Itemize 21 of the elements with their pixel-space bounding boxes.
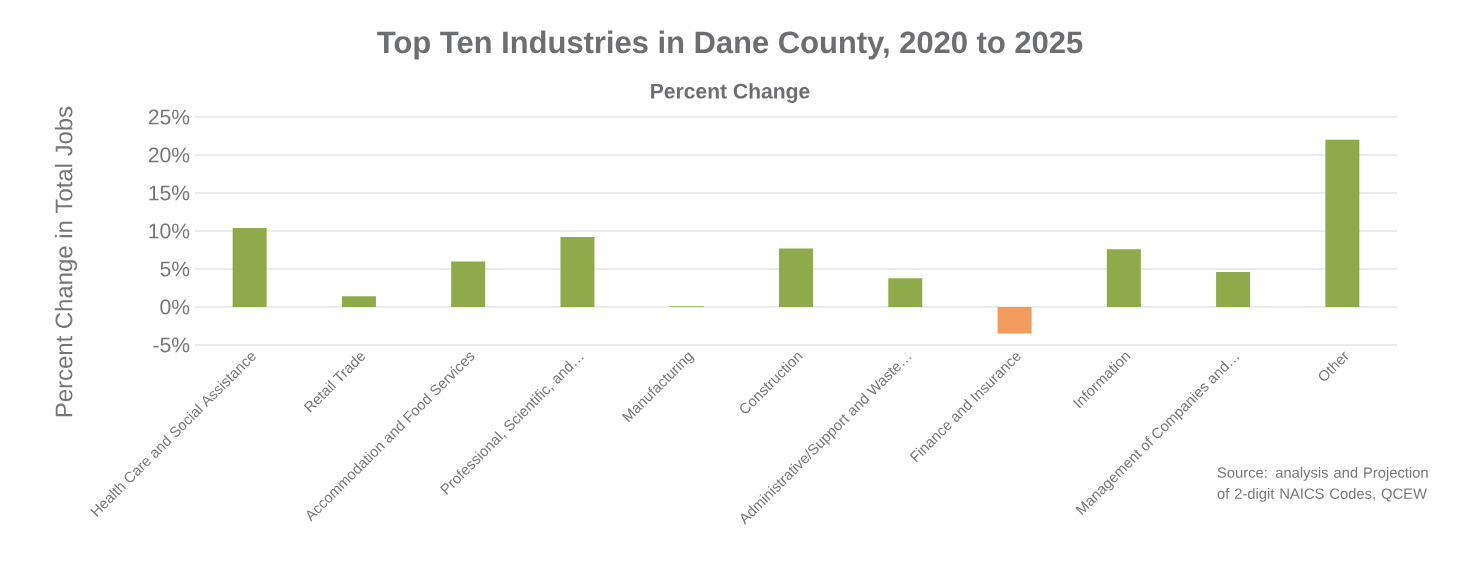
y-tick-label: -5% — [153, 337, 190, 353]
bar — [997, 307, 1032, 334]
chart-title: Top Ten Industries in Dane County, 2020 to 2025 — [377, 30, 1083, 60]
bar — [888, 278, 923, 308]
y-tick-label: 10% — [149, 223, 190, 239]
bar — [779, 248, 814, 308]
y-tick-label: 0% — [160, 299, 190, 315]
bar — [560, 237, 595, 308]
y-tick-label: 5% — [160, 261, 190, 277]
y-axis-title: Percent Change in Total Jobs — [54, 106, 78, 417]
chart-subtitle: Percent Change — [651, 83, 810, 103]
bar — [1106, 249, 1141, 308]
bar — [341, 296, 376, 308]
bar — [1216, 272, 1251, 308]
bar — [451, 261, 486, 308]
bar — [1325, 139, 1360, 308]
y-tick-label: 15% — [149, 185, 190, 201]
y-tick-label: 20% — [148, 147, 190, 163]
bar — [232, 227, 267, 308]
y-tick-label: 25% — [148, 109, 190, 125]
source-note: Source: analysis and Projection of 2-digit NAICS Codes, QCEW — [1217, 466, 1428, 502]
